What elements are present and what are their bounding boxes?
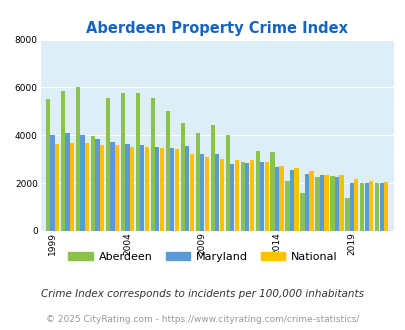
Bar [349, 183, 353, 231]
Legend: Aberdeen, Maryland, National: Aberdeen, Maryland, National [64, 248, 341, 267]
Bar [95, 139, 99, 231]
Bar [330, 176, 334, 231]
Bar [215, 154, 219, 231]
Bar [285, 181, 289, 231]
Bar [150, 98, 155, 231]
Bar [155, 147, 159, 231]
Bar [100, 145, 104, 231]
Bar [255, 151, 259, 231]
Bar [61, 91, 65, 231]
Bar [270, 152, 274, 231]
Bar [46, 99, 50, 231]
Bar [70, 143, 74, 231]
Bar [170, 148, 174, 231]
Bar [85, 144, 89, 231]
Bar [65, 133, 70, 231]
Bar [76, 87, 80, 231]
Bar [240, 162, 244, 231]
Bar [383, 182, 388, 231]
Bar [279, 166, 283, 231]
Bar [294, 168, 298, 231]
Text: © 2025 CityRating.com - https://www.cityrating.com/crime-statistics/: © 2025 CityRating.com - https://www.city… [46, 315, 359, 324]
Bar [354, 179, 358, 231]
Bar [115, 145, 119, 231]
Bar [91, 136, 95, 231]
Bar [230, 164, 234, 231]
Bar [174, 149, 179, 231]
Bar [145, 147, 149, 231]
Bar [234, 160, 238, 231]
Bar [369, 181, 373, 231]
Bar [50, 135, 55, 231]
Bar [130, 147, 134, 231]
Bar [195, 133, 199, 231]
Bar [219, 159, 223, 231]
Bar [289, 170, 293, 231]
Bar [315, 177, 319, 231]
Bar [200, 154, 204, 231]
Bar [125, 144, 129, 231]
Bar [364, 183, 368, 231]
Title: Aberdeen Property Crime Index: Aberdeen Property Crime Index [86, 21, 347, 36]
Bar [324, 175, 328, 231]
Bar [55, 145, 59, 231]
Bar [345, 198, 349, 231]
Bar [300, 193, 304, 231]
Bar [304, 174, 308, 231]
Bar [210, 125, 214, 231]
Bar [339, 175, 343, 231]
Bar [159, 148, 164, 231]
Bar [309, 171, 313, 231]
Bar [249, 160, 253, 231]
Bar [106, 98, 110, 231]
Bar [204, 157, 208, 231]
Bar [121, 93, 125, 231]
Bar [245, 163, 249, 231]
Bar [180, 123, 184, 231]
Bar [259, 162, 264, 231]
Bar [264, 162, 268, 231]
Bar [140, 145, 144, 231]
Bar [225, 135, 229, 231]
Bar [274, 167, 279, 231]
Text: Crime Index corresponds to incidents per 100,000 inhabitants: Crime Index corresponds to incidents per… [41, 289, 364, 299]
Bar [374, 183, 379, 231]
Bar [189, 154, 193, 231]
Bar [319, 176, 323, 231]
Bar [334, 177, 338, 231]
Bar [80, 135, 84, 231]
Bar [359, 183, 364, 231]
Bar [185, 146, 189, 231]
Bar [165, 111, 170, 231]
Bar [135, 93, 140, 231]
Bar [379, 183, 383, 231]
Bar [110, 143, 114, 231]
